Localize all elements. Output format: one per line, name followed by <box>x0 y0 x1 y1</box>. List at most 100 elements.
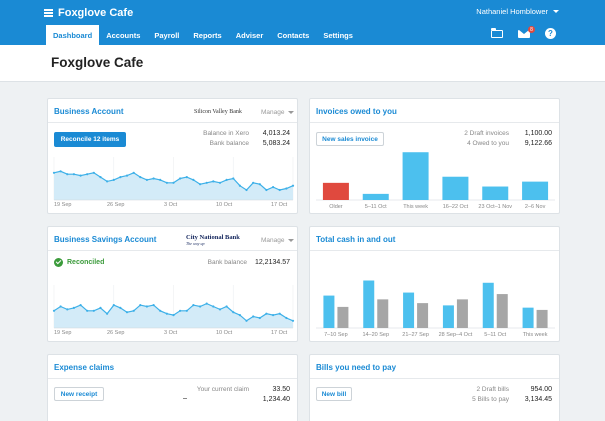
data-point <box>278 188 281 192</box>
divider <box>183 398 187 399</box>
x-tick-label: 19 Sep <box>54 202 72 208</box>
draft-invoices-link[interactable]: 2 Draft invoices <box>464 130 509 137</box>
savings-account-card: Business Savings Account City National B… <box>47 226 298 342</box>
data-point <box>125 311 129 314</box>
user-menu[interactable]: Nathaniel Homblower <box>476 7 559 16</box>
data-point <box>99 176 102 179</box>
menu-icon[interactable] <box>44 9 53 17</box>
bar <box>536 309 548 328</box>
x-tick-label: 3 Oct <box>164 330 178 336</box>
folder-icon <box>491 28 503 38</box>
draft-bills-value: 954.00 <box>530 386 552 393</box>
x-tick-label: 26 Sep <box>107 202 125 208</box>
data-point <box>72 173 75 176</box>
data-point <box>152 304 155 307</box>
data-point <box>112 178 115 181</box>
data-point <box>172 314 175 317</box>
card-title[interactable]: Business Account <box>54 107 124 116</box>
new-bill-button[interactable]: New bill <box>316 387 352 401</box>
chevron-down-icon <box>553 10 559 13</box>
bank-balance-label: Bank balance <box>209 140 249 147</box>
data-point <box>145 178 148 181</box>
x-tick-label: 26 Sep <box>107 330 125 336</box>
manage-menu[interactable]: Manage <box>261 109 294 116</box>
owed-link[interactable]: 4 Owed to you <box>467 140 509 147</box>
main-nav: Dashboard Accounts Payroll Reports Advis… <box>46 25 360 45</box>
data-point <box>132 309 135 312</box>
bar <box>323 295 335 328</box>
tab-payroll[interactable]: Payroll <box>154 30 180 40</box>
data-point <box>212 180 215 183</box>
tab-accounts[interactable]: Accounts <box>106 30 141 40</box>
bar <box>403 292 415 328</box>
savings-account-chart <box>52 285 295 329</box>
divider <box>48 122 297 123</box>
data-point <box>291 319 295 322</box>
bar <box>442 176 469 200</box>
bar <box>482 282 494 328</box>
balance-xero-value: 4,013.24 <box>262 130 290 137</box>
x-tick-label: 3 Oct <box>164 202 178 208</box>
reconcile-button[interactable]: Reconcile 12 items <box>54 132 126 147</box>
bar <box>496 294 508 328</box>
card-title[interactable]: Bills you need to pay <box>316 363 397 372</box>
data-point <box>66 308 69 311</box>
data-point <box>199 305 202 308</box>
balance-xero-label: Balance in Xero <box>203 130 249 137</box>
data-point <box>106 180 109 183</box>
help-button[interactable]: ? <box>545 27 558 40</box>
card-title[interactable]: Total cash in and out <box>316 235 396 244</box>
card-title[interactable]: Invoices owed to you <box>316 107 397 116</box>
mail-icon <box>518 30 530 38</box>
card-title[interactable]: Expense claims <box>54 363 115 372</box>
chevron-down-icon <box>287 239 294 242</box>
x-tick-label: 5–11 Oct <box>365 204 387 210</box>
org-switcher[interactable]: Foxglove Cafe <box>44 6 133 20</box>
data-point <box>165 181 168 184</box>
data-point <box>112 304 115 307</box>
new-sales-invoice-button[interactable]: New sales invoice <box>316 132 384 146</box>
org-name: Foxglove Cafe <box>58 7 134 19</box>
cash-chart: 7–10 Sep 14–20 Sep 21–27 Sep 28 Sep–4 Oct 5–… <box>316 280 555 338</box>
bar <box>402 152 429 200</box>
data-point <box>218 308 222 311</box>
data-point <box>265 312 268 315</box>
data-point <box>72 306 75 309</box>
tab-dashboard[interactable]: Dashboard <box>46 25 100 45</box>
bills-to-pay-value: 3,134.45 <box>524 396 552 403</box>
x-tick-label: 17 Oct <box>271 202 288 208</box>
manage-menu[interactable]: Manage <box>261 237 294 244</box>
data-point <box>199 183 202 186</box>
data-point <box>145 305 148 308</box>
new-receipt-button[interactable]: New receipt <box>54 387 104 401</box>
bar <box>362 193 389 200</box>
notifications-button[interactable]: 8 <box>518 26 535 40</box>
card-title[interactable]: Business Savings Account <box>54 235 157 244</box>
tab-adviser[interactable]: Adviser <box>235 30 264 40</box>
data-point <box>278 312 281 315</box>
data-point <box>86 173 89 176</box>
bar <box>482 186 509 200</box>
data-point <box>225 178 228 181</box>
files-button[interactable] <box>491 27 504 40</box>
data-point <box>252 181 255 184</box>
data-point <box>238 184 241 187</box>
data-point <box>152 177 155 180</box>
tab-contacts[interactable]: Contacts <box>277 30 310 40</box>
data-point <box>272 314 275 317</box>
data-point <box>212 305 215 308</box>
draft-bills-link[interactable]: 2 Draft bills <box>476 386 509 393</box>
tab-reports[interactable]: Reports <box>193 30 222 40</box>
bills-to-pay-link[interactable]: 5 Bills to pay <box>472 396 509 403</box>
business-account-card: Business Account Silicon Valley Bank Man… <box>47 98 298 214</box>
data-point <box>238 314 241 317</box>
tab-settings[interactable]: Settings <box>323 30 353 40</box>
data-point <box>225 305 228 308</box>
bank-tagline: The way up <box>186 241 205 246</box>
divider <box>310 378 559 379</box>
draft-invoices-value: 1,100.00 <box>524 130 552 137</box>
bar <box>377 299 389 328</box>
data-point <box>272 186 275 189</box>
data-point <box>205 302 208 305</box>
